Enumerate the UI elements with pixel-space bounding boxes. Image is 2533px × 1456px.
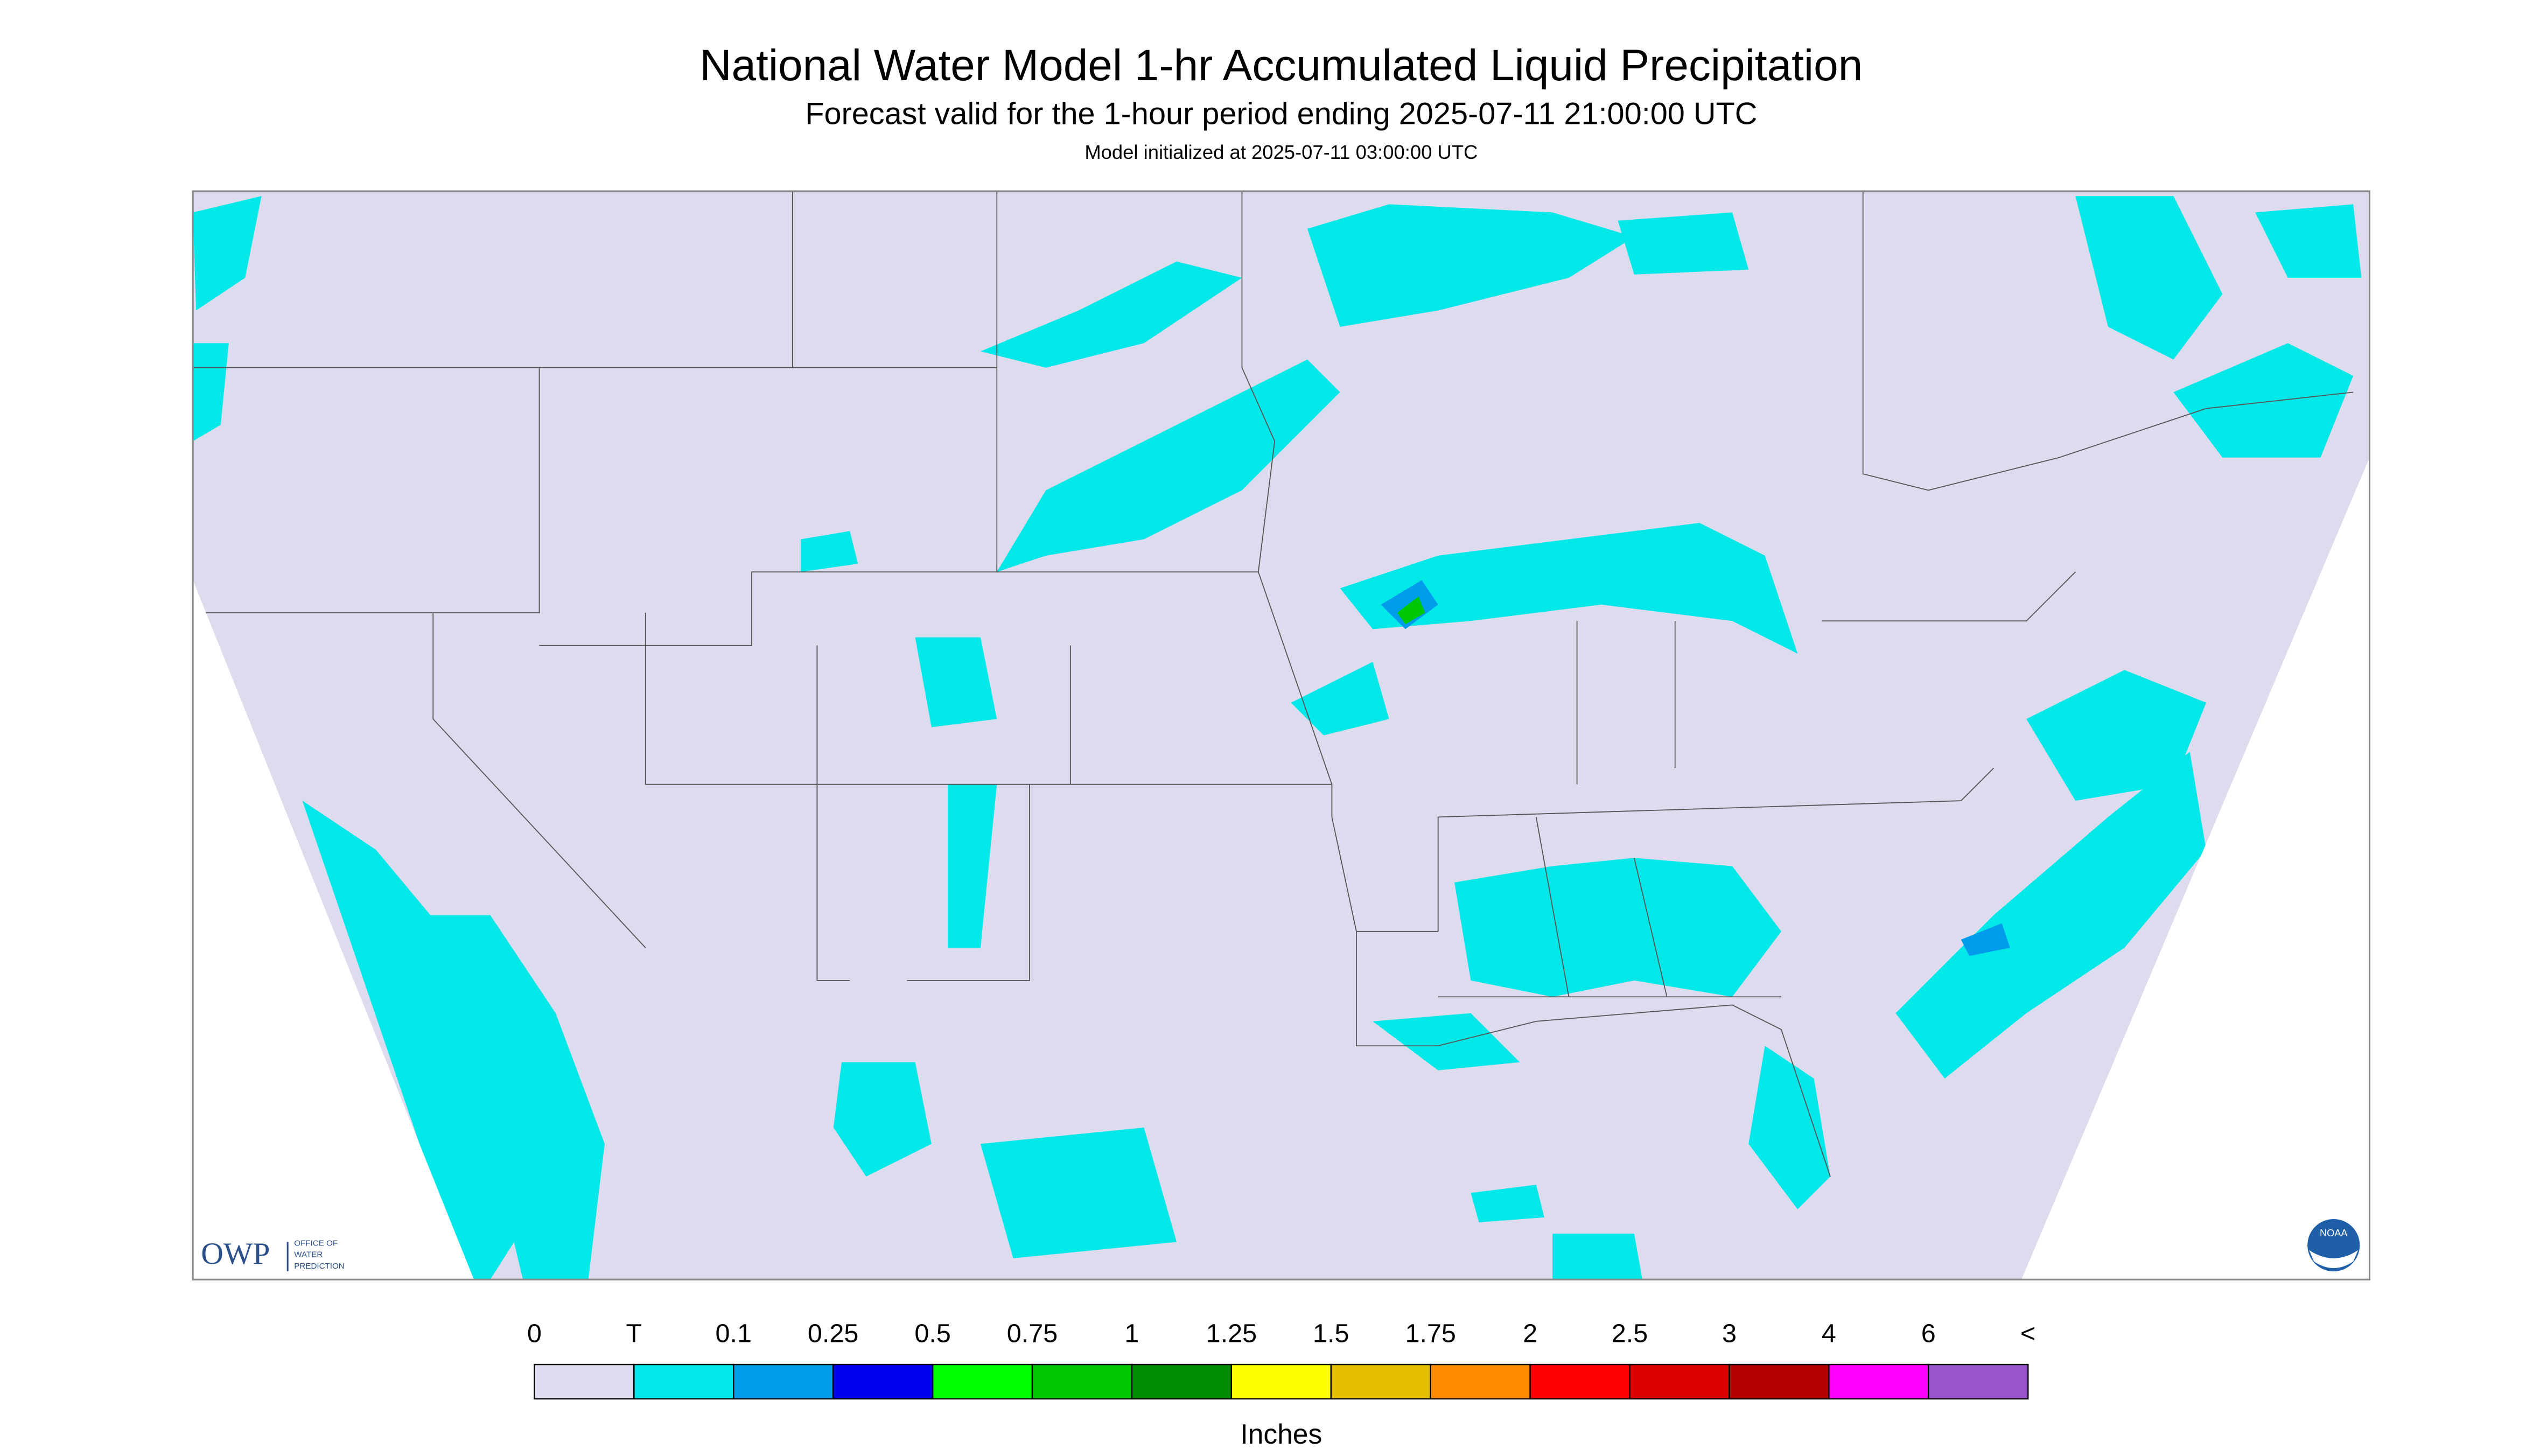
legend-swatch (1230, 1363, 1332, 1399)
legend-swatch (534, 1363, 635, 1399)
legend-swatch (932, 1363, 1033, 1399)
legend-swatch (1031, 1363, 1133, 1399)
legend-label: 6 (1921, 1319, 1936, 1348)
owp-logo: OWP (201, 1237, 270, 1271)
legend-label: T (626, 1319, 642, 1348)
legend-swatch (1928, 1363, 2029, 1399)
boundaries (193, 191, 2354, 1177)
legend-label: 0.1 (716, 1319, 752, 1348)
legend-label: < (2020, 1319, 2035, 1348)
legend-label: 0.25 (808, 1319, 859, 1348)
legend-label: 0.5 (914, 1319, 951, 1348)
legend-label: 1.25 (1206, 1319, 1257, 1348)
legend-swatch (1330, 1363, 1431, 1399)
legend-swatch (1828, 1363, 1929, 1399)
legend-swatch (1430, 1363, 1531, 1399)
noaa-wave (2309, 1250, 2359, 1268)
legend-swatch (633, 1363, 734, 1399)
owp-office: OFFICE OF (294, 1238, 338, 1248)
subtitle: Forecast valid for the 1-hour period end… (805, 97, 1757, 131)
legend-unit: Inches (1240, 1418, 1322, 1450)
legend: 0 T 0.1 0.25 0.5 0.75 1 1.25 1.5 1.75 2 2.5 3 4 6 < (527, 1319, 2035, 1399)
legend-label: 0.75 (1007, 1319, 1058, 1348)
noaa-text: NOAA (2320, 1228, 2348, 1238)
owp-office: WATER (294, 1250, 323, 1259)
map-frame (192, 190, 2371, 1280)
precip-areas (193, 196, 2362, 1280)
legend-label: 2 (1523, 1319, 1537, 1348)
legend-label: 1.75 (1405, 1319, 1456, 1348)
legend-label: 3 (1722, 1319, 1737, 1348)
legend-label: 0 (527, 1319, 542, 1348)
init-time: Model initialized at 2025-07-11 03:00:00… (1084, 141, 1478, 163)
legend-label: 2.5 (1612, 1319, 1648, 1348)
legend-swatch (1529, 1363, 1631, 1399)
legend-swatch (832, 1363, 934, 1399)
legend-label: 4 (1822, 1319, 1836, 1348)
legend-swatch (1629, 1363, 1730, 1399)
title: National Water Model 1-hr Accumulated Li… (699, 41, 1863, 90)
legend-label: 1 (1124, 1319, 1139, 1348)
map: OWP OFFICE OF WATER PREDICTION NOAA (192, 190, 2371, 1280)
legend-swatch (1131, 1363, 1233, 1399)
legend-label: 1.5 (1313, 1319, 1349, 1348)
legend-swatch (1729, 1363, 1830, 1399)
owp-office: PREDICTION (294, 1262, 344, 1271)
legend-swatch (733, 1363, 834, 1399)
